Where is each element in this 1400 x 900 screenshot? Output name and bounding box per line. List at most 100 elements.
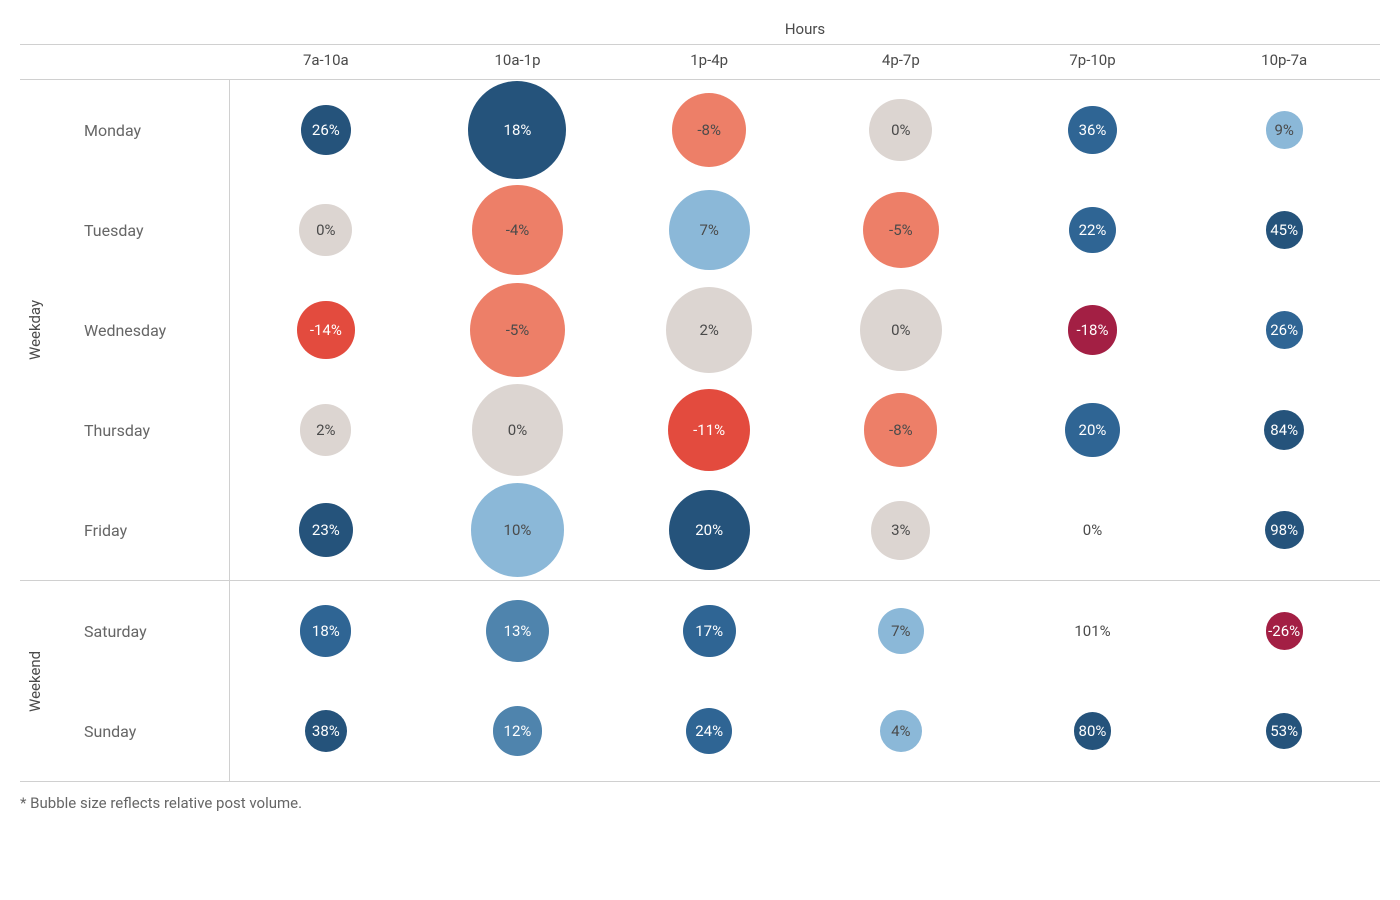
bubble-cell: 53% [1188,681,1380,781]
chart-grid: 7a-10a10a-1p1p-4p4p-7p7p-10p10p-7aWeekda… [20,44,1380,782]
bubble: 4% [880,710,922,752]
bubble-value: 2% [699,321,718,339]
bubble: 101% [1082,621,1102,641]
bubble-value: 9% [1274,121,1293,139]
bubble: 0% [860,289,942,371]
row-label: Thursday [50,380,230,480]
bubble-cell: 4% [805,681,997,781]
bubble-cell: 0% [230,180,422,280]
bubble-matrix-chart: Hours 7a-10a10a-1p1p-4p4p-7p7p-10p10p-7a… [20,20,1380,812]
bubble: 18% [468,81,566,179]
bubble-cell: -8% [805,380,997,480]
bubble: 9% [1266,111,1303,148]
bubble-cell: -5% [422,280,614,380]
bubble-cell: 12% [422,681,614,781]
bubble-value: 38% [312,722,340,740]
bubble-value: 98% [1270,521,1298,539]
row-label: Monday [50,80,230,180]
bubble-value: 18% [312,622,340,640]
bubble-value: 26% [1270,321,1298,339]
bubble: -5% [470,283,565,378]
bubble-value: 0% [1083,521,1102,539]
bubble-cell: 23% [230,480,422,580]
bubble: 12% [493,706,543,756]
bubble-cell: 26% [1188,280,1380,380]
column-header: 7p-10p [997,45,1189,80]
bubble: 84% [1264,410,1304,450]
group-separator [20,781,1380,782]
chart-footnote: * Bubble size reflects relative post vol… [20,794,1380,812]
group-label: Weekday [20,80,50,580]
bubble-cell: 36% [997,80,1189,180]
bubble: 98% [1265,511,1304,550]
bubble: -18% [1068,305,1118,355]
bubble: 26% [301,105,351,155]
bubble-value: 24% [695,722,723,740]
bubble-cell: -18% [997,280,1189,380]
bubble-value: -11% [693,421,725,439]
bubble-value: 45% [1270,221,1298,239]
bubble: 23% [299,503,353,557]
bubble-cell: 7% [805,581,997,681]
bubble: 36% [1068,106,1116,154]
bubble-cell: 80% [997,681,1189,781]
bubble-cell: 22% [997,180,1189,280]
column-header: 7a-10a [230,45,422,80]
bubble-value: 17% [695,622,723,640]
bubble-value: 12% [504,722,532,740]
bubble-cell: 2% [613,280,805,380]
bubble-value: 26% [312,121,340,139]
column-header: 4p-7p [805,45,997,80]
bubble: -26% [1266,612,1303,649]
bubble-cell: -4% [422,180,614,280]
bubble: 0% [1082,520,1102,540]
bubble-cell: 101% [997,581,1189,681]
bubble-cell: 17% [613,581,805,681]
bubble-value: -4% [506,221,530,239]
row-label: Saturday [50,581,230,681]
bubble: -14% [297,301,354,358]
bubble-cell: 26% [230,80,422,180]
bubble-value: -5% [506,321,530,339]
bubble-value: 0% [316,221,335,239]
column-header: 10p-7a [1188,45,1380,80]
bubble-cell: 2% [230,380,422,480]
bubble-cell: 0% [805,80,997,180]
bubble-cell: 7% [613,180,805,280]
bubble-value: -5% [889,221,913,239]
bubble: 7% [669,190,750,271]
bubble-value: 4% [891,722,910,740]
bubble: 45% [1266,211,1303,248]
bubble-value: 0% [891,321,910,339]
bubble-value: 0% [508,421,527,439]
bubble-value: 7% [699,221,718,239]
bubble: 10% [471,483,564,576]
bubble-value: -8% [889,421,913,439]
bubble-value: 84% [1270,421,1298,439]
bubble-value: -26% [1268,622,1300,640]
bubble-cell: 84% [1188,380,1380,480]
bubble-cell: 3% [805,480,997,580]
bubble: -4% [472,185,562,275]
bubble: 2% [300,404,351,455]
bubble-value: 7% [891,622,910,640]
bubble: 17% [683,605,736,658]
bubble: -8% [864,393,937,466]
bubble-cell: 0% [805,280,997,380]
bubble-cell: 20% [613,480,805,580]
header-spacer [20,45,230,80]
bubble: 53% [1266,713,1302,749]
bubble-value: 18% [504,121,532,139]
bubble-cell: -14% [230,280,422,380]
bubble-value: 20% [695,521,723,539]
bubble-value: -14% [310,321,342,339]
row-label: Tuesday [50,180,230,280]
bubble: 20% [1065,403,1119,457]
bubble-cell: 10% [422,480,614,580]
bubble: -8% [672,93,747,168]
bubble-cell: 20% [997,380,1189,480]
column-header: 1p-4p [613,45,805,80]
group-label: Weekend [20,581,50,781]
bubble-cell: 98% [1188,480,1380,580]
bubble: 26% [1266,311,1303,348]
